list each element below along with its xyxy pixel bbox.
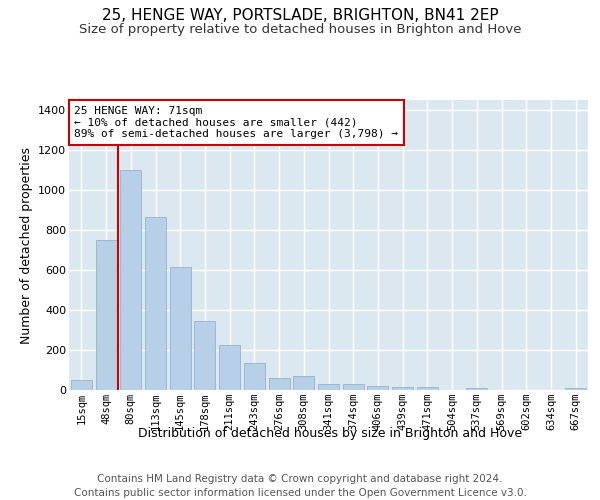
Text: Contains HM Land Registry data © Crown copyright and database right 2024.
Contai: Contains HM Land Registry data © Crown c… — [74, 474, 526, 498]
Text: Size of property relative to detached houses in Brighton and Hove: Size of property relative to detached ho… — [79, 22, 521, 36]
Bar — [293, 376, 314, 390]
Bar — [194, 321, 215, 390]
Bar — [466, 388, 487, 390]
Bar — [95, 240, 116, 390]
Bar — [120, 170, 141, 390]
Bar — [318, 384, 339, 390]
Bar — [145, 217, 166, 390]
Bar — [417, 387, 438, 390]
Text: 25, HENGE WAY, PORTSLADE, BRIGHTON, BN41 2EP: 25, HENGE WAY, PORTSLADE, BRIGHTON, BN41… — [101, 8, 499, 22]
Bar — [392, 387, 413, 390]
Text: 25 HENGE WAY: 71sqm
← 10% of detached houses are smaller (442)
89% of semi-detac: 25 HENGE WAY: 71sqm ← 10% of detached ho… — [74, 106, 398, 139]
Bar — [219, 345, 240, 390]
Text: Distribution of detached houses by size in Brighton and Hove: Distribution of detached houses by size … — [138, 428, 522, 440]
Bar — [170, 267, 191, 390]
Bar — [565, 388, 586, 390]
Bar — [244, 363, 265, 390]
Bar — [343, 384, 364, 390]
Y-axis label: Number of detached properties: Number of detached properties — [20, 146, 32, 344]
Bar — [71, 380, 92, 390]
Bar — [367, 386, 388, 390]
Bar — [269, 378, 290, 390]
